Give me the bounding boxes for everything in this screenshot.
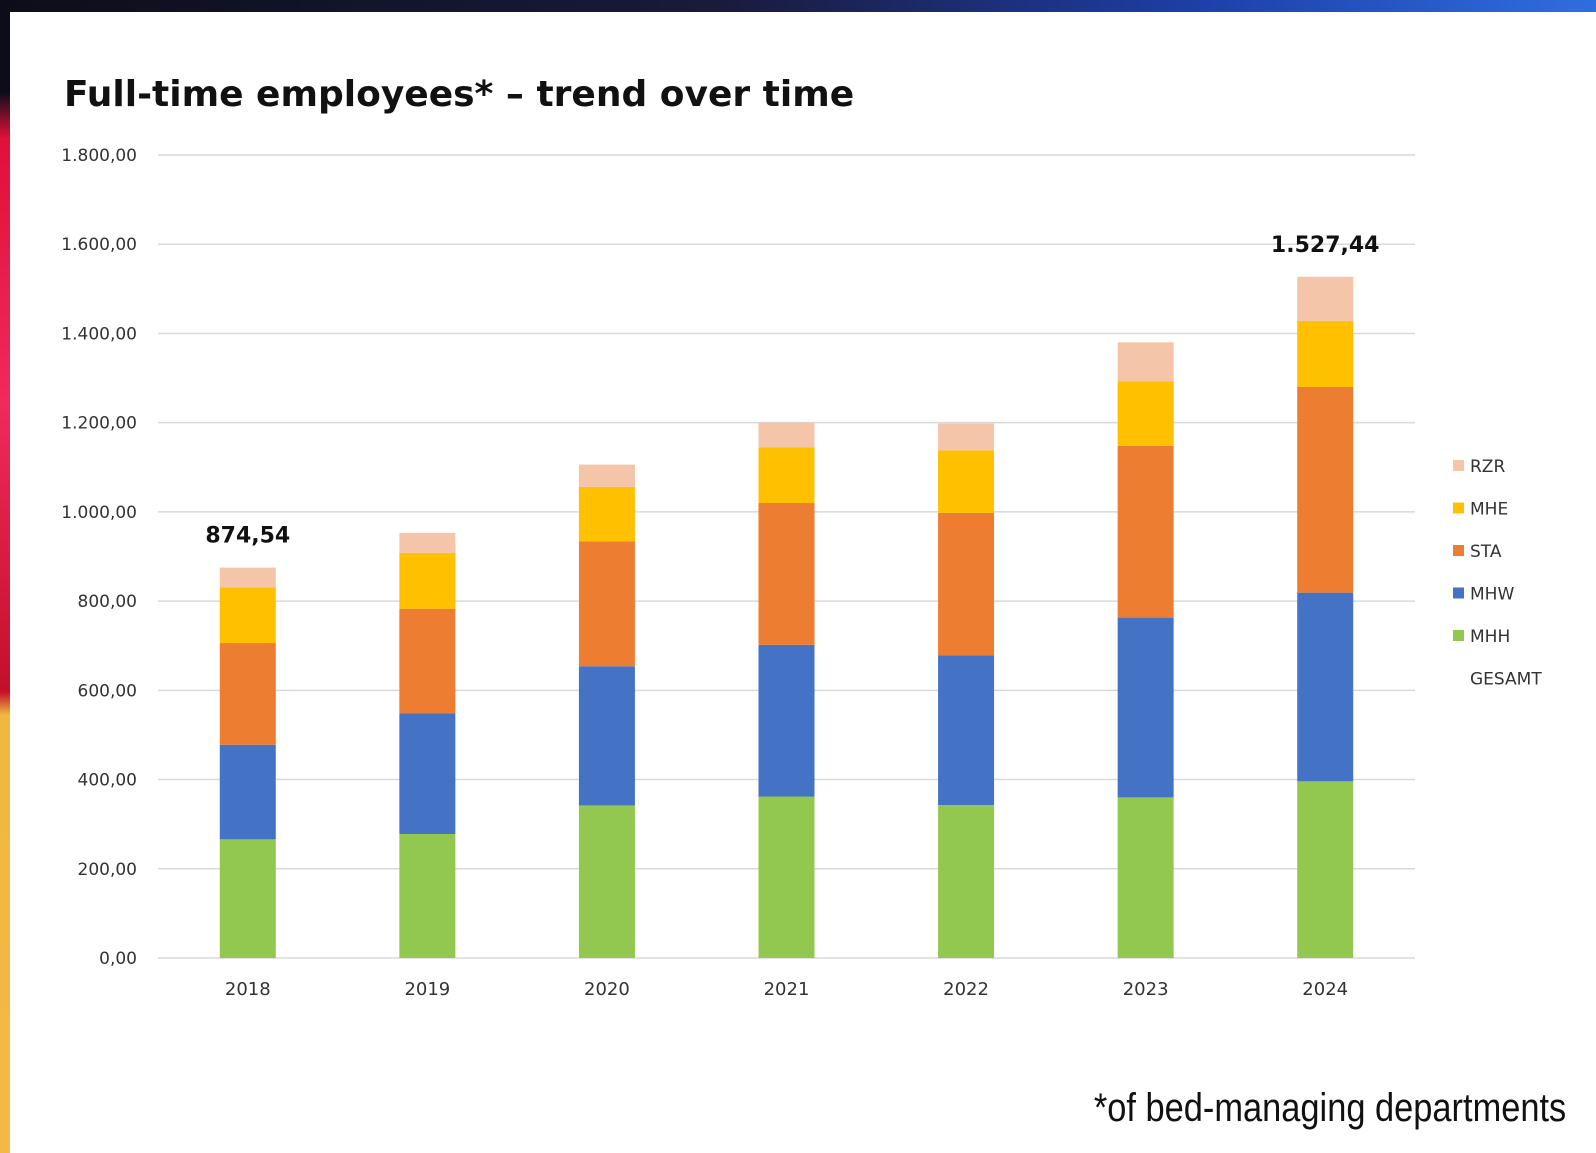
x-tick-label: 2019 xyxy=(404,979,450,1000)
legend-label-rzr: RZR xyxy=(1470,457,1505,477)
bar-segment-sta xyxy=(399,608,456,714)
x-tick-label: 2023 xyxy=(1123,979,1169,1000)
bar-segment-mhh xyxy=(578,805,635,958)
bar-segment-sta xyxy=(938,512,995,656)
y-tick-label: 800,00 xyxy=(78,592,137,612)
total-data-label: 874,54 xyxy=(205,524,290,549)
legend-swatch-mhh xyxy=(1453,630,1464,641)
total-data-label: 1.527,44 xyxy=(1271,233,1380,258)
bar-segment-mhh xyxy=(1297,781,1354,958)
legend-swatch-mhw xyxy=(1453,587,1464,599)
bar-segment-mhh xyxy=(758,796,815,958)
bar-segment-mhe xyxy=(1297,320,1354,387)
bar-segment-mhw xyxy=(1297,592,1354,782)
y-tick-label: 200,00 xyxy=(78,860,137,880)
x-tick-label: 2022 xyxy=(943,979,989,1000)
bar-segment-mhe xyxy=(758,447,815,503)
bar-segment-mhh xyxy=(1117,797,1174,958)
x-tick-label: 2024 xyxy=(1302,979,1348,1000)
bar-segment-rzr xyxy=(578,464,635,487)
bar-segment-rzr xyxy=(399,532,456,553)
legend-swatch-rzr xyxy=(1453,460,1464,471)
y-tick-label: 0,00 xyxy=(99,949,137,969)
bar-segment-mhw xyxy=(1117,617,1174,798)
bar-segment-sta xyxy=(578,541,635,667)
bar-segment-sta xyxy=(758,502,815,645)
bar-segment-mhw xyxy=(758,644,815,797)
y-tick-label: 400,00 xyxy=(78,771,137,791)
x-tick-label: 2018 xyxy=(225,979,271,1000)
footnote: *of bed-managing departments xyxy=(1093,1086,1566,1130)
bar-segment-mhh xyxy=(399,833,456,958)
legend-label-sta: STA xyxy=(1470,542,1502,562)
bar-segment-mhe xyxy=(399,552,456,609)
y-tick-label: 1.200,00 xyxy=(61,414,137,434)
legend-label-mhh: MHH xyxy=(1470,627,1510,647)
y-tick-label: 1.400,00 xyxy=(61,324,137,344)
bar-segment-mhw xyxy=(399,713,456,834)
bar-segment-mhe xyxy=(219,587,276,644)
bar-segment-sta xyxy=(1117,445,1174,618)
bar-segment-sta xyxy=(1297,386,1354,593)
legend-label-mhw: MHW xyxy=(1470,585,1514,605)
bar-segment-sta xyxy=(219,643,276,745)
bar-segment-mhe xyxy=(1117,381,1174,446)
bar-segment-rzr xyxy=(758,422,815,448)
top-banner-strip xyxy=(0,0,1596,12)
bar-segment-mhw xyxy=(219,744,276,840)
x-tick-label: 2021 xyxy=(764,979,810,1000)
bar-segment-mhh xyxy=(938,804,995,958)
left-banner-strip xyxy=(0,0,10,1153)
bar-segment-rzr xyxy=(219,567,276,588)
legend-swatch-mhe xyxy=(1453,502,1464,514)
y-tick-label: 1.000,00 xyxy=(61,503,137,523)
bar-segment-mhh xyxy=(219,839,276,958)
bar-segment-mhe xyxy=(578,486,635,542)
y-tick-label: 1.800,00 xyxy=(61,146,137,166)
chart-title: Full-time employees* – trend over time xyxy=(64,74,855,115)
legend-label-mhe: MHE xyxy=(1470,500,1508,520)
x-tick-label: 2020 xyxy=(584,979,630,1000)
bar-segment-mhw xyxy=(578,666,635,806)
bar-segment-rzr xyxy=(1297,276,1354,321)
bar-segment-rzr xyxy=(1117,342,1174,382)
bar-segment-rzr xyxy=(938,423,995,451)
bar-segment-mhw xyxy=(938,655,995,805)
legend-swatch-sta xyxy=(1453,545,1464,556)
bar-segment-mhe xyxy=(938,450,995,513)
legend-label-gesamt: GESAMT xyxy=(1470,670,1542,690)
y-tick-label: 600,00 xyxy=(78,681,137,701)
y-tick-label: 1.600,00 xyxy=(61,235,137,255)
